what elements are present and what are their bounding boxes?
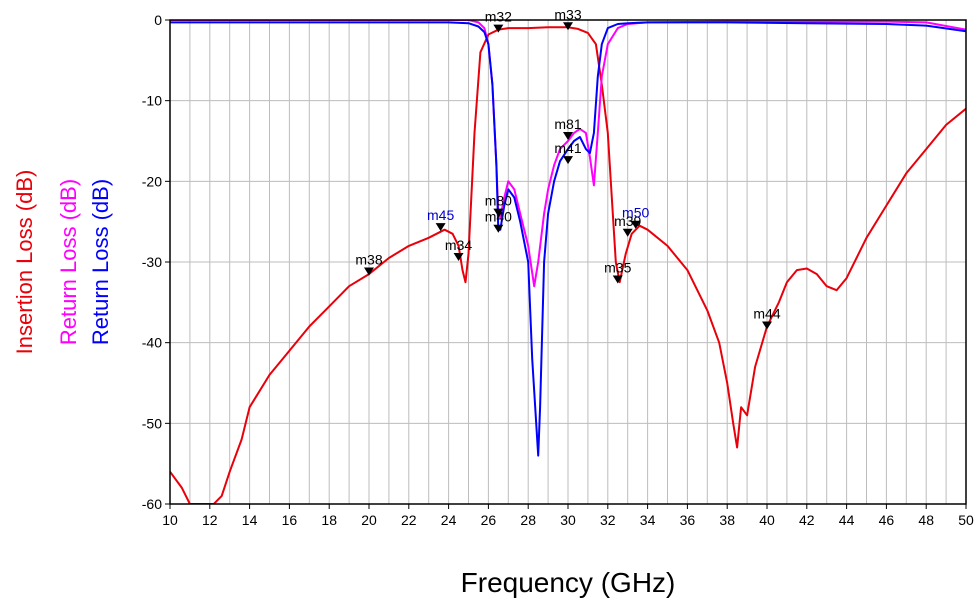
x-tick-label: 26 (481, 512, 497, 528)
y-tick-labels: 0 -10 -20 -30 -40 -50 -60 (142, 12, 170, 512)
marker-m34-label: m34 (445, 237, 472, 253)
series-line-2 (170, 20, 966, 288)
y-tick-label: -40 (142, 335, 162, 351)
x-tick-label: 44 (839, 512, 855, 528)
x-tick-label: 38 (719, 512, 735, 528)
y-axis-label-part-2: Return Loss (dB) (56, 179, 81, 345)
marker-m50-triangle (630, 220, 641, 229)
marker-m38-label: m38 (355, 251, 382, 267)
marker-m41-triangle (563, 156, 573, 165)
marker-m41-label: m41 (554, 140, 581, 156)
x-tick-labels: 10 12 14 16 18 20 22 24 26 28 30 32 34 36 38 40 42 44 46 48… (162, 504, 974, 528)
marker-m34-triangle (453, 252, 464, 261)
x-tick-label: 42 (799, 512, 815, 528)
x-axis-label: Frequency (GHz) (461, 567, 676, 598)
x-tick-label: 34 (640, 512, 656, 528)
x-tick-label: 28 (520, 512, 536, 528)
x-tick-label: 18 (321, 512, 337, 528)
marker-m80-triangle (493, 208, 504, 217)
marker-m35-label: m35 (604, 260, 631, 276)
y-axis-label-part-3: Return Loss (dB) (88, 179, 113, 345)
marker-m39-label: m39 (614, 213, 641, 229)
x-tick-label: 24 (441, 512, 457, 528)
x-tick-label: 16 (282, 512, 298, 528)
grid (170, 20, 966, 504)
x-tick-label: 30 (560, 512, 576, 528)
y-tick-label: -60 (142, 496, 162, 512)
marker-m35-triangle (612, 275, 623, 284)
marker-m81-triangle (563, 131, 573, 140)
marker-m39-triangle (622, 228, 633, 237)
series-line-3 (170, 21, 966, 457)
marker-m80-label: m80 (485, 193, 512, 209)
y-tick-label: -50 (142, 415, 162, 431)
marker-m50-label: m50 (622, 205, 649, 221)
y-tick-label: -20 (142, 173, 162, 189)
marker-m33-label: m33 (554, 6, 581, 22)
marker-m40-label: m40 (485, 209, 512, 225)
marker-m32-triangle (493, 24, 504, 33)
y-tick-label: -30 (142, 254, 162, 270)
marker-m33-triangle (563, 22, 573, 31)
series-line-1 (170, 26, 966, 504)
y-axis-label-part-1: Insertion Loss (dB) (12, 170, 37, 355)
x-tick-label: 22 (401, 512, 417, 528)
x-tick-label: 12 (202, 512, 218, 528)
x-tick-label: 40 (759, 512, 775, 528)
marker-m81-label: m81 (554, 116, 581, 132)
marker-m45-label: m45 (427, 207, 454, 223)
x-tick-label: 46 (879, 512, 895, 528)
marker-m38-triangle (364, 267, 374, 276)
marker-m45-triangle (435, 223, 446, 232)
series-group (170, 20, 966, 504)
x-tick-label: 48 (918, 512, 934, 528)
x-tick-label: 50 (958, 512, 974, 528)
y-axis-label: Insertion Loss (dB) Return Loss (dB) Retur… (12, 170, 113, 355)
marker-m44-triangle (762, 321, 772, 330)
x-tick-label: 36 (680, 512, 696, 528)
x-tick-label: 20 (361, 512, 377, 528)
x-tick-label: 10 (162, 512, 178, 528)
marker-m32-label: m32 (485, 9, 512, 25)
x-tick-label: 32 (600, 512, 616, 528)
marker-m40-triangle (493, 224, 504, 233)
marker-m44-label: m44 (753, 306, 780, 322)
x-tick-label: 14 (242, 512, 258, 528)
y-tick-label: 0 (154, 12, 162, 28)
y-tick-label: -10 (142, 93, 162, 109)
